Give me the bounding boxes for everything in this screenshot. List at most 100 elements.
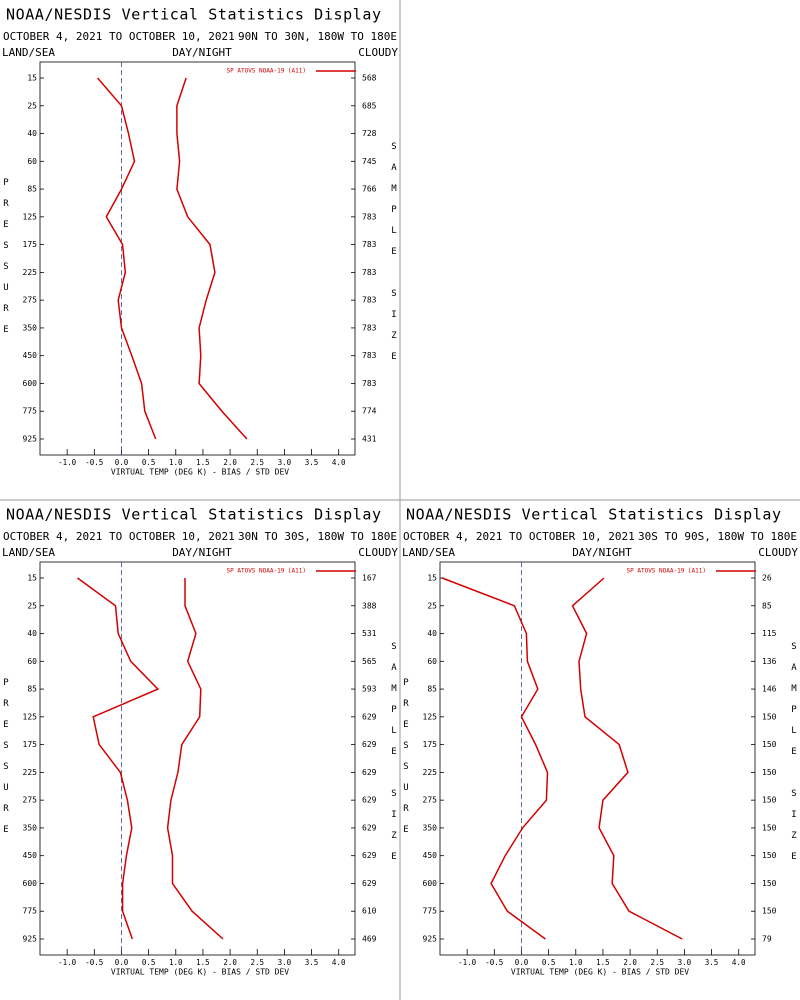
x-tick-label: -1.0 — [58, 958, 77, 967]
x-tick-label: 1.5 — [196, 458, 210, 467]
y-tick-label: 775 — [23, 407, 38, 416]
y-tick-label: 225 — [23, 768, 38, 777]
y-tick-label: 40 — [27, 629, 37, 638]
title: NOAA/NESDIS Vertical Statistics Display — [406, 506, 782, 524]
x-tick-label: 3.0 — [278, 958, 292, 967]
legend-label: SP ATOVS NOAA-19 (A11) — [627, 568, 706, 575]
x-tick-label: 4.0 — [332, 458, 346, 467]
y-tick-label: 600 — [423, 879, 438, 888]
x-tick-label: 2.0 — [623, 958, 637, 967]
y-tick-label: 125 — [423, 712, 438, 721]
x-tick-label: -1.0 — [458, 958, 477, 967]
sample-size: 783 — [362, 323, 377, 332]
x-tick-label: -1.0 — [58, 458, 77, 467]
sample-size: 150 — [762, 796, 777, 805]
x-tick-label: 0.5 — [142, 958, 156, 967]
header-label: DAY/NIGHT — [172, 546, 232, 559]
x-tick-label: 3.0 — [678, 958, 692, 967]
x-tick-label: 1.0 — [169, 458, 183, 467]
sample-size: 629 — [362, 712, 377, 721]
sample-size: 167 — [362, 574, 377, 583]
y-tick-label: 125 — [23, 712, 38, 721]
sample-size: 136 — [762, 657, 777, 666]
y-tick-label: 225 — [23, 268, 38, 277]
panel: NOAA/NESDIS Vertical Statistics Display O… — [2, 6, 398, 477]
sample-size: 728 — [362, 129, 377, 138]
sample-size: 531 — [362, 629, 377, 638]
plot-frame — [39, 561, 356, 956]
y-tick-label: 225 — [423, 768, 438, 777]
bias-line — [441, 577, 549, 940]
y-tick-label: 775 — [23, 907, 38, 916]
x-tick-label: -0.5 — [85, 958, 103, 967]
y-tick-label: 15 — [427, 574, 437, 583]
sample-size: 593 — [362, 685, 377, 694]
sample-size: 146 — [762, 685, 777, 694]
std-dev-line — [176, 77, 248, 440]
sample-size: 610 — [362, 907, 377, 916]
sample-size: 629 — [362, 823, 377, 832]
header-label: DAY/NIGHT — [172, 46, 232, 59]
sample-size: 150 — [762, 768, 777, 777]
x-tick-label: 0.5 — [542, 958, 556, 967]
x-tick-label: 1.0 — [569, 958, 583, 967]
x-tick-label: 2.0 — [223, 958, 237, 967]
y-tick-label: 175 — [23, 240, 38, 249]
bias-line — [77, 577, 160, 940]
y-tick-label: 40 — [27, 129, 37, 138]
sample-size: 766 — [362, 185, 377, 194]
legend-label: SP ATOVS NOAA-19 (A11) — [227, 568, 306, 575]
y-tick-label: 40 — [427, 629, 437, 638]
sample-size: 150 — [762, 823, 777, 832]
header-label: CLOUDY — [358, 46, 398, 59]
sample-size: 150 — [762, 907, 777, 916]
header-label: LAND/SEA — [2, 546, 55, 559]
legend-label: SP ATOVS NOAA-19 (A11) — [227, 68, 306, 75]
x-tick-label: 0.0 — [115, 958, 129, 967]
x-tick-label: 0.0 — [515, 958, 529, 967]
y-tick-label: 925 — [423, 935, 438, 944]
y-tick-label: 175 — [23, 740, 38, 749]
y-tick-label: 600 — [23, 879, 38, 888]
x-axis-label: VIRTUAL TEMP (DEG K) - BIAS / STD DEV — [111, 468, 289, 477]
region: 30S TO 90S, 180W TO 180E — [638, 530, 797, 543]
x-tick-label: 3.5 — [305, 458, 319, 467]
x-tick-label: 3.5 — [705, 958, 719, 967]
y-tick-label: 450 — [23, 351, 38, 360]
sample-size: 150 — [762, 712, 777, 721]
y-tick-label: 450 — [423, 851, 438, 860]
x-axis-label: VIRTUAL TEMP (DEG K) - BIAS / STD DEV — [511, 968, 689, 977]
header-label: LAND/SEA — [2, 46, 55, 59]
sample-size: 150 — [762, 740, 777, 749]
x-tick-label: 4.0 — [732, 958, 746, 967]
y-tick-label: 25 — [27, 101, 37, 110]
y-tick-label: 175 — [423, 740, 438, 749]
sample-size: 685 — [362, 101, 377, 110]
sample-size: 783 — [362, 268, 377, 277]
y-tick-label: 275 — [23, 296, 38, 305]
x-tick-label: -0.5 — [485, 958, 503, 967]
sample-size: 388 — [362, 601, 377, 610]
sample-size: 565 — [362, 657, 377, 666]
y-tick-label: 275 — [423, 796, 438, 805]
sample-size: 783 — [362, 296, 377, 305]
x-tick-label: 1.5 — [596, 958, 610, 967]
header-label: LAND/SEA — [402, 546, 455, 559]
plot-frame — [39, 61, 356, 456]
title: NOAA/NESDIS Vertical Statistics Display — [6, 506, 382, 524]
sample-size: 629 — [362, 740, 377, 749]
sample-size: 150 — [762, 851, 777, 860]
x-tick-label: 1.0 — [169, 958, 183, 967]
sample-size: 629 — [362, 851, 377, 860]
sample-size: 629 — [362, 796, 377, 805]
x-tick-label: 2.0 — [223, 458, 237, 467]
x-tick-label: 0.5 — [142, 458, 156, 467]
y-tick-label: 350 — [23, 323, 38, 332]
x-tick-label: 1.5 — [196, 958, 210, 967]
sample-size: 774 — [362, 407, 377, 416]
y-tick-label: 60 — [27, 657, 37, 666]
